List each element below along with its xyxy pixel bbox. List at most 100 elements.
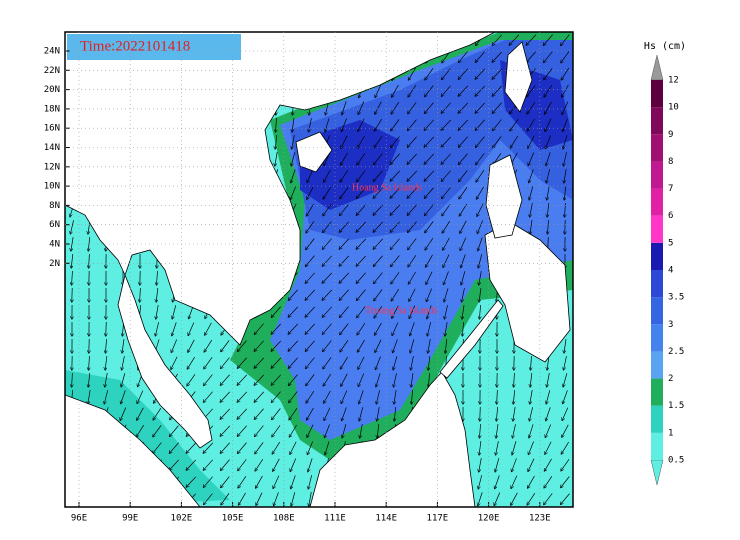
arrow [424,187,434,199]
lon-label: 105E [222,514,244,524]
arrow [527,118,535,131]
arrow [544,84,553,97]
arrow [255,458,264,471]
arrow [424,136,435,147]
arrow [322,289,333,300]
arrow [425,204,434,216]
arrow [357,323,366,335]
arrow [475,68,486,79]
arrow [528,441,534,454]
arrow [340,204,349,216]
lon-label: 120E [478,514,500,524]
arrow [307,441,313,455]
arrow [256,492,263,506]
lon-label: 117E [427,514,449,524]
annotation: Hoang Sa Islands [352,182,422,193]
arrow [428,372,429,387]
arrow [122,339,125,353]
arrow [306,203,314,216]
lat-label: 8N [49,201,60,211]
arrow [392,322,399,336]
arrow [547,373,550,387]
arrow [360,424,363,438]
arrow [530,373,532,387]
lat-label: 16N [44,124,60,134]
arrow [545,135,551,149]
arrow [325,441,330,454]
arrow [309,118,312,132]
arrow [238,492,246,505]
arrow [172,322,177,335]
arrow [305,255,315,267]
arrow [564,186,566,200]
arrow [188,339,195,352]
arrow [203,391,213,403]
arrow [543,34,553,46]
arrow [546,169,551,183]
lat-label: 24N [44,47,60,57]
colorbar-band [651,270,663,298]
colorbar-band [651,405,663,433]
colorbar-band [651,215,663,243]
arrow [322,255,332,266]
arrow [238,459,247,470]
arrow [426,254,433,267]
arrow [527,85,536,96]
lat-label: 6N [49,220,60,230]
lon-label: 108E [273,514,295,524]
arrow [492,34,502,45]
arrow [562,424,569,437]
arrow [547,219,548,234]
arrow [441,85,451,97]
arrow [496,406,497,421]
arrow [547,186,550,200]
arrow [445,322,448,336]
arrow [459,170,468,181]
arrow [425,85,434,96]
arrow [391,119,400,130]
arrow [492,85,502,96]
arrow [475,102,486,113]
arrow [373,170,383,182]
arrow [424,102,434,114]
arrow [409,305,416,319]
arrow [479,288,482,302]
arrow [357,153,366,165]
arrow [393,356,398,369]
arrow [291,492,296,506]
arrow [276,117,277,132]
arrow [339,289,349,300]
arrow [238,442,247,454]
arrow [273,458,280,471]
arrow [254,323,264,335]
arrow [305,272,315,283]
arrow [408,271,416,284]
arrow [408,221,417,233]
arrow [390,153,400,165]
arrow [531,355,532,370]
arrow [255,425,264,437]
arrow [309,492,312,506]
arrow [357,135,365,148]
arrow [271,391,281,403]
arrow [544,476,553,488]
arrow [492,68,503,79]
arrow [408,238,417,249]
arrow [458,68,468,80]
arrow [220,459,230,471]
arrow [530,220,533,234]
colorbar-label: 5 [668,238,673,248]
arrow [528,152,535,166]
arrow [410,322,415,335]
arrow [563,135,568,148]
lat-label: 22N [44,66,60,76]
arrow [307,424,314,438]
arrow [342,407,347,420]
land-luzon [485,154,523,239]
arrow [411,356,414,370]
arrow [480,406,481,421]
arrow [322,272,333,283]
arrow [88,373,90,387]
land-malay [117,273,213,449]
lon-label: 114E [375,514,397,524]
